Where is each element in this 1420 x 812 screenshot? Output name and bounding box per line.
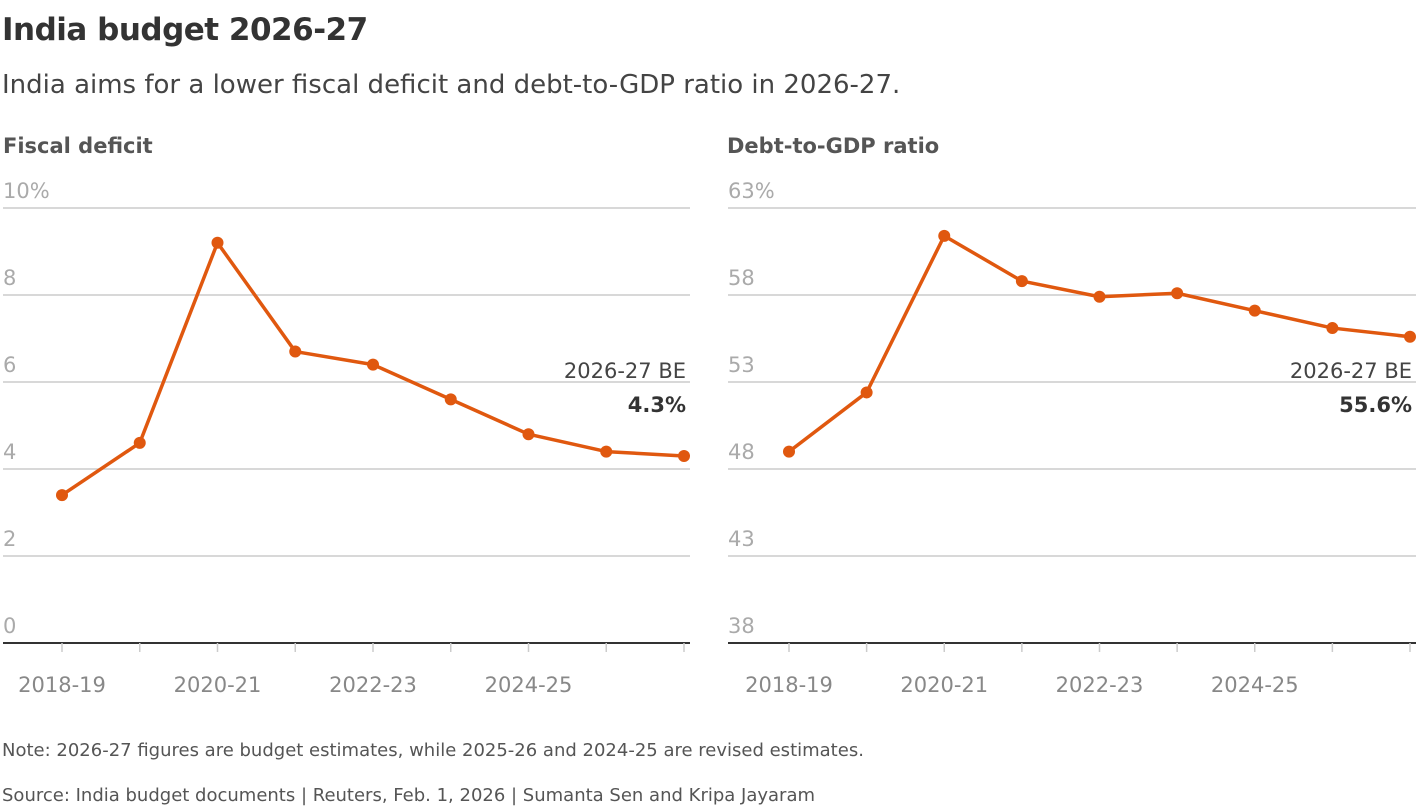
annotation-value: 4.3%	[628, 393, 686, 417]
note: Note: 2026-27 figures are budget estimat…	[2, 740, 864, 761]
data-point	[1015, 275, 1028, 288]
y-tick-label: 0	[3, 614, 16, 638]
y-tick-label: 10%	[3, 179, 50, 203]
data-point	[1326, 322, 1339, 335]
y-tick-label: 58	[728, 266, 755, 290]
data-point	[133, 436, 146, 449]
data-point	[1248, 304, 1261, 317]
data-point	[783, 445, 795, 458]
x-tick-label: 2022-23	[1056, 673, 1144, 697]
data-point	[1093, 290, 1106, 303]
series-line	[787, 234, 1411, 453]
data-point	[678, 449, 690, 462]
data-point	[367, 358, 379, 371]
data-point	[1404, 330, 1416, 343]
source: Source: India budget documents | Reuters…	[2, 785, 816, 806]
y-tick-label: 43	[728, 527, 755, 551]
y-tick-label: 53	[728, 353, 755, 377]
x-tick-label: 2022-23	[329, 673, 417, 697]
annotation-label: 2026-27 BE	[564, 359, 686, 383]
annotation-value: 55.6%	[1339, 393, 1412, 417]
data-point	[56, 489, 68, 502]
data-point	[860, 386, 873, 399]
annotation-label: 2026-27 BE	[1290, 359, 1412, 383]
data-point	[600, 445, 613, 458]
panel-title-fiscal-deficit: Fiscal deficit	[3, 134, 153, 158]
y-tick-label: 8	[3, 266, 16, 290]
x-tick-label: 2018-19	[745, 673, 833, 697]
x-tick-label: 2020-21	[174, 673, 262, 697]
data-point	[522, 428, 535, 441]
data-point	[938, 229, 951, 242]
y-tick-label: 38	[728, 614, 755, 638]
y-tick-label: 6	[3, 353, 16, 377]
x-tick-label: 2024-25	[1211, 673, 1299, 697]
chart-title: India budget 2026-27	[2, 12, 368, 48]
data-point	[211, 236, 224, 249]
x-tick-label: 2024-25	[485, 673, 573, 697]
y-tick-label: 63%	[728, 179, 775, 203]
chart-subtitle: India aims for a lower fiscal deficit an…	[2, 70, 901, 100]
panel-title-debt-to-gdp: Debt-to-GDP ratio	[727, 134, 940, 158]
data-point	[1171, 287, 1184, 300]
data-point	[289, 345, 302, 358]
y-tick-label: 4	[3, 440, 16, 464]
data-point	[444, 393, 457, 406]
y-tick-label: 2	[3, 527, 16, 551]
x-tick-label: 2020-21	[900, 673, 988, 697]
x-tick-label: 2018-19	[18, 673, 106, 697]
y-tick-label: 48	[728, 440, 755, 464]
